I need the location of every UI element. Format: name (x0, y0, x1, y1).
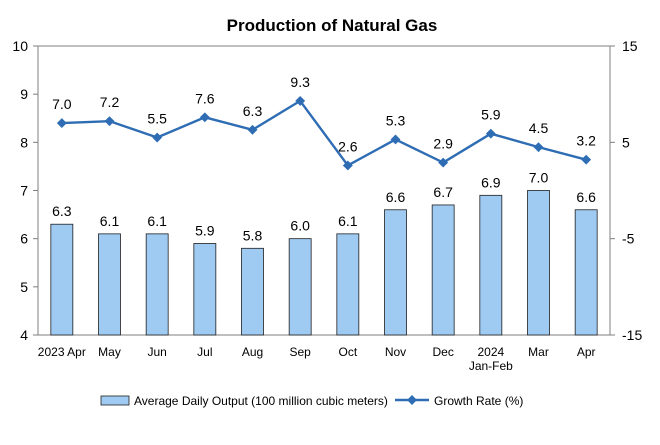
growth-line (61, 99, 587, 167)
bar-value-label: 6.9 (481, 174, 501, 190)
y-left-tick-label: 4 (20, 327, 28, 343)
growth-marker (485, 128, 496, 139)
legend-label-growth: Growth Rate (%) (434, 394, 523, 408)
bar (50, 223, 74, 336)
bar (288, 238, 312, 336)
y-left-tick-label: 6 (20, 231, 28, 247)
growth-value-label: 5.3 (386, 112, 406, 128)
x-tick-label: Sep (289, 345, 311, 359)
growth-marker (342, 160, 353, 171)
bar (384, 209, 407, 336)
growth-value-label: 9.3 (290, 74, 310, 90)
x-tick-label: Aug (242, 345, 263, 359)
x-tick-label: 2024 (477, 345, 504, 359)
x-tick-label: May (98, 345, 121, 359)
x-tick-label: 2023 Apr (38, 345, 86, 359)
y-right-tick-label: 15 (622, 38, 638, 54)
bar (479, 194, 503, 336)
growth-value-label: 4.5 (529, 120, 549, 136)
chart-title: Production of Natural Gas (227, 16, 438, 35)
x-tick-label: Jun (147, 345, 166, 359)
plot-area: 4 5 6 7 8 9 10 -15 -5 5 15 6.3 6.1 6.1 5.9 5.8 6.0 6.1 6.6… (12, 38, 642, 373)
y-left-tick-label: 5 (20, 279, 28, 295)
bar-value-label: 6.6 (576, 189, 596, 205)
x-tick-label: Jan-Feb (469, 359, 513, 373)
bar (193, 243, 217, 336)
x-tick-label: Apr (577, 345, 596, 359)
bar (241, 247, 264, 336)
growth-marker (390, 134, 401, 145)
growth-marker (152, 132, 163, 143)
growth-marker (581, 154, 592, 165)
y-right-tick-label: -15 (622, 327, 642, 343)
bar (145, 233, 169, 336)
x-tick-label: Nov (385, 345, 406, 359)
growth-marker (104, 116, 115, 127)
growth-marker (438, 157, 449, 168)
growth-value-label: 7.6 (195, 90, 215, 106)
bar (98, 233, 121, 336)
growth-value-label: 3.2 (576, 133, 596, 149)
legend: Average Daily Output (100 million cubic … (100, 394, 523, 408)
growth-marker (533, 142, 544, 153)
growth-value-label: 7.2 (100, 94, 120, 110)
bar-value-label: 6.1 (100, 213, 120, 229)
growth-value-label: 7.0 (52, 96, 72, 112)
growth-value-label: 5.5 (147, 111, 167, 127)
x-tick-label: Dec (432, 345, 453, 359)
bar-value-label: 6.7 (433, 184, 453, 200)
legend-marker-growth (407, 395, 417, 405)
bar-value-label: 6.1 (338, 213, 358, 229)
bar-value-label: 6.0 (290, 218, 310, 234)
y-left-tick-label: 9 (20, 86, 28, 102)
bar-value-label: 5.9 (195, 222, 215, 238)
growth-marker (56, 118, 67, 129)
bar-value-label: 6.1 (147, 213, 167, 229)
bar (527, 190, 550, 336)
bar-value-label: 6.6 (386, 189, 406, 205)
plot-border (37, 45, 611, 336)
growth-marker (247, 124, 258, 135)
bar (431, 204, 455, 336)
y-right-tick-label: 5 (622, 134, 630, 150)
y-left-tick-label: 8 (20, 134, 28, 150)
growth-value-label: 5.9 (481, 107, 501, 123)
growth-value-label: 6.3 (243, 103, 263, 119)
y-right-tick-label: -5 (622, 231, 635, 247)
growth-value-label: 2.6 (338, 138, 358, 154)
bar-value-label: 7.0 (529, 170, 549, 186)
x-tick-label: Jul (197, 345, 212, 359)
legend-swatch-bar (100, 395, 130, 406)
legend-label-output: Average Daily Output (100 million cubic … (134, 394, 388, 408)
y-left-tick-label: 10 (12, 38, 28, 54)
growth-marker (199, 112, 210, 123)
bar (336, 233, 360, 336)
bar-value-label: 5.8 (243, 227, 263, 243)
growth-value-label: 2.9 (433, 136, 453, 152)
x-tick-label: Oct (338, 345, 357, 359)
y-left-tick-label: 7 (20, 183, 28, 199)
bar-value-label: 6.3 (52, 203, 72, 219)
bar (574, 209, 598, 336)
x-tick-label: Mar (528, 345, 549, 359)
